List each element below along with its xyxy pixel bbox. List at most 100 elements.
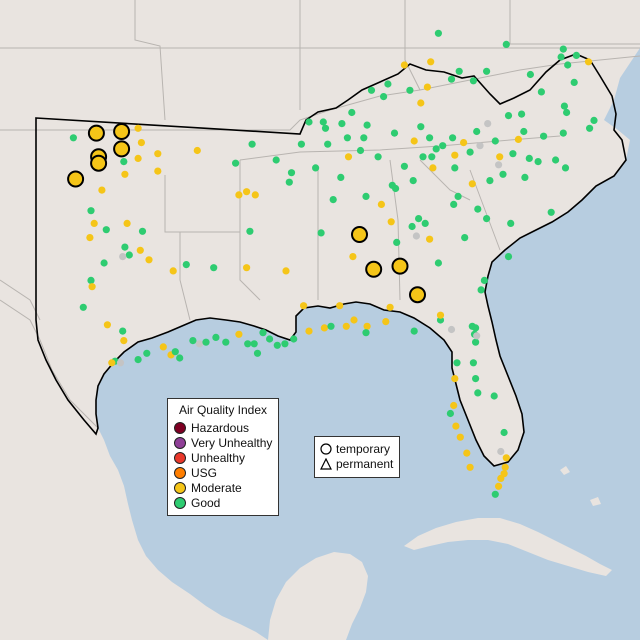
monitor-marker-moderate[interactable] (514, 135, 523, 143)
monitor-marker-moderate[interactable] (426, 235, 434, 243)
monitor-marker-moderate[interactable] (86, 234, 94, 242)
monitor-marker-good[interactable] (317, 229, 325, 237)
monitor-marker-good[interactable] (87, 207, 95, 215)
monitor-marker-moderate[interactable] (342, 322, 350, 330)
monitor-marker-moderate[interactable] (120, 337, 128, 345)
monitor-marker-good[interactable] (102, 226, 110, 234)
monitor-marker-good[interactable] (120, 158, 128, 166)
monitor-marker-good[interactable] (504, 253, 513, 261)
monitor-marker-good[interactable] (434, 29, 442, 37)
monitor-marker-moderate[interactable] (365, 260, 383, 278)
monitor-marker-good[interactable] (171, 348, 179, 356)
monitor-marker-good[interactable] (454, 192, 462, 200)
monitor-marker-good[interactable] (417, 123, 425, 131)
monitor-marker-inactive[interactable] (119, 253, 127, 261)
monitor-marker-moderate[interactable] (450, 401, 458, 410)
monitor-marker-moderate[interactable] (169, 267, 177, 275)
monitor-marker-good[interactable] (483, 215, 491, 223)
monitor-marker-good[interactable] (321, 124, 330, 132)
monitor-marker-moderate[interactable] (98, 186, 106, 194)
monitor-marker-good[interactable] (461, 234, 469, 242)
monitor-marker-good[interactable] (491, 137, 499, 145)
monitor-marker-good[interactable] (525, 154, 533, 162)
monitor-marker-good[interactable] (446, 409, 454, 418)
monitor-marker-moderate[interactable] (497, 474, 505, 482)
monitor-marker-good[interactable] (244, 340, 252, 348)
monitor-marker-moderate[interactable] (320, 324, 328, 332)
monitor-marker-good[interactable] (499, 170, 507, 178)
monitor-marker-good[interactable] (348, 108, 356, 117)
monitor-marker-good[interactable] (362, 192, 370, 200)
monitor-marker-good[interactable] (121, 243, 129, 251)
monitor-marker-moderate[interactable] (410, 137, 418, 145)
monitor-marker-good[interactable] (143, 349, 151, 357)
monitor-marker-good[interactable] (248, 140, 256, 148)
monitor-marker-moderate[interactable] (235, 330, 243, 338)
monitor-marker-moderate[interactable] (386, 303, 394, 311)
monitor-marker-good[interactable] (343, 134, 351, 142)
monitor-marker-good[interactable] (380, 93, 388, 101)
monitor-marker-good[interactable] (138, 227, 147, 235)
monitor-marker-good[interactable] (559, 45, 567, 53)
monitor-marker-moderate[interactable] (495, 482, 503, 490)
monitor-marker-moderate[interactable] (103, 321, 111, 329)
monitor-marker-good[interactable] (367, 86, 376, 94)
monitor-marker-moderate[interactable] (452, 422, 460, 430)
monitor-marker-good[interactable] (472, 338, 480, 346)
monitor-marker-good[interactable] (439, 142, 447, 150)
monitor-marker-good[interactable] (480, 276, 488, 284)
monitor-marker-good[interactable] (222, 338, 230, 346)
monitor-marker-moderate[interactable] (460, 139, 468, 147)
monitor-marker-good[interactable] (500, 428, 508, 437)
monitor-marker-moderate[interactable] (584, 58, 593, 66)
monitor-marker-good[interactable] (472, 375, 480, 383)
monitor-marker-good[interactable] (490, 392, 498, 400)
monitor-marker-good[interactable] (559, 129, 567, 137)
monitor-marker-inactive[interactable] (476, 142, 484, 150)
monitor-marker-good[interactable] (69, 134, 77, 142)
monitor-marker-moderate[interactable] (400, 61, 408, 69)
monitor-marker-good[interactable] (374, 153, 382, 161)
monitor-marker-moderate[interactable] (113, 123, 131, 140)
monitor-marker-good[interactable] (449, 134, 457, 142)
monitor-marker-good[interactable] (432, 145, 440, 153)
monitor-marker-moderate[interactable] (350, 316, 358, 324)
monitor-marker-moderate[interactable] (243, 188, 251, 196)
monitor-marker-good[interactable] (491, 490, 499, 498)
monitor-marker-moderate[interactable] (363, 322, 371, 330)
monitor-marker-good[interactable] (450, 200, 458, 208)
monitor-marker-good[interactable] (253, 349, 262, 357)
monitor-marker-moderate[interactable] (154, 167, 162, 175)
monitor-marker-moderate[interactable] (417, 99, 425, 107)
monitor-marker-good[interactable] (319, 118, 327, 126)
monitor-marker-good[interactable] (415, 215, 423, 223)
monitor-marker-good[interactable] (259, 329, 267, 337)
monitor-marker-moderate[interactable] (282, 267, 290, 275)
monitor-marker-moderate[interactable] (145, 256, 153, 264)
monitor-marker-good[interactable] (586, 124, 594, 132)
monitor-marker-good[interactable] (87, 276, 95, 284)
monitor-marker-moderate[interactable] (351, 226, 368, 243)
monitor-marker-good[interactable] (410, 327, 418, 335)
monitor-marker-moderate[interactable] (409, 286, 426, 304)
monitor-marker-good[interactable] (285, 178, 293, 186)
monitor-marker-good[interactable] (182, 261, 190, 269)
monitor-marker-moderate[interactable] (463, 449, 471, 457)
monitor-marker-good[interactable] (393, 238, 401, 246)
monitor-marker-moderate[interactable] (468, 180, 476, 188)
monitor-marker-good[interactable] (297, 140, 305, 148)
monitor-marker-good[interactable] (466, 148, 474, 156)
monitor-marker-good[interactable] (590, 116, 598, 124)
monitor-marker-moderate[interactable] (88, 283, 96, 291)
monitor-marker-good[interactable] (362, 329, 370, 337)
monitor-marker-moderate[interactable] (427, 58, 435, 66)
monitor-marker-good[interactable] (563, 108, 571, 117)
monitor-marker-moderate[interactable] (136, 246, 144, 254)
monitor-marker-good[interactable] (400, 162, 408, 170)
monitor-marker-good[interactable] (474, 389, 482, 397)
monitor-marker-moderate[interactable] (391, 257, 409, 275)
monitor-marker-good[interactable] (134, 356, 142, 364)
monitor-marker-inactive[interactable] (473, 332, 481, 340)
monitor-marker-good[interactable] (534, 158, 542, 166)
